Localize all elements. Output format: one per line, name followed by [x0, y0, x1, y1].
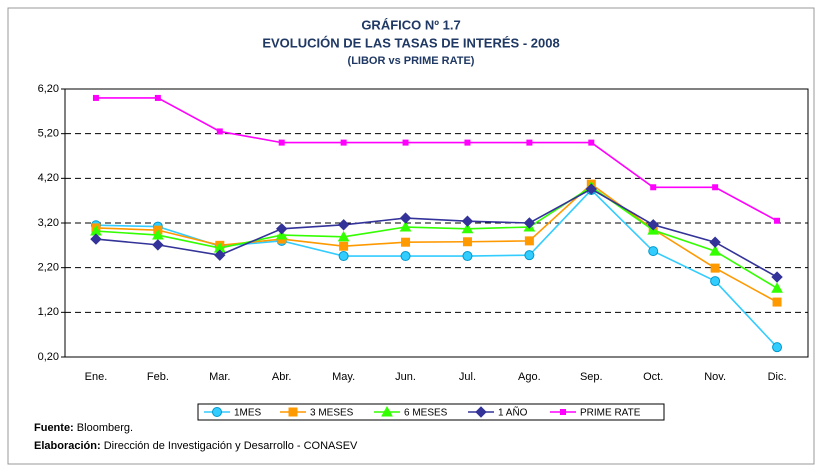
marker — [288, 407, 298, 417]
y-tick-label: 2,20 — [38, 262, 59, 274]
credit-text: Dirección de Investigación y Desarrollo … — [104, 440, 358, 452]
marker — [276, 223, 288, 235]
series-line — [95, 97, 778, 222]
marker — [461, 222, 474, 234]
marker — [524, 236, 534, 246]
source-text: Bloomberg. — [77, 422, 133, 434]
x-tick-label: Dic. — [768, 371, 787, 383]
marker — [152, 229, 164, 240]
y-tick-label: 6,20 — [38, 83, 59, 95]
series-line — [95, 188, 778, 278]
credit: Elaboración: Dirección de Investigación … — [34, 440, 358, 452]
x-tick-label: Jul. — [459, 371, 476, 383]
x-tick-label: Nov. — [704, 371, 726, 383]
y-tick-label: 4,20 — [38, 172, 59, 184]
marker — [709, 245, 721, 256]
legend-label: 1MES — [234, 408, 262, 419]
marker — [212, 407, 222, 417]
marker — [337, 219, 350, 231]
marker — [709, 236, 721, 248]
legend-label: 3 MESES — [310, 408, 354, 419]
y-tick-label: 3,20 — [38, 217, 59, 229]
marker — [771, 271, 783, 283]
marker — [399, 220, 412, 232]
chart-subtitle: EVOLUCIÓN DE LAS TASAS DE INTERÉS - 2008 — [262, 35, 559, 50]
marker — [526, 139, 533, 146]
marker — [338, 251, 349, 262]
x-tick-label: May. — [332, 371, 355, 383]
series-line — [95, 183, 778, 303]
x-tick-label: Jun. — [395, 371, 416, 383]
marker — [275, 229, 288, 240]
marker — [588, 139, 595, 146]
marker — [216, 128, 223, 135]
marker — [462, 237, 472, 247]
marker — [523, 217, 536, 229]
marker — [647, 219, 659, 231]
marker — [399, 212, 412, 224]
chart-title: GRÁFICO Nº 1.7 — [361, 17, 460, 32]
y-tick-label: 0,20 — [38, 351, 59, 363]
marker — [461, 215, 474, 227]
legend-label: PRIME RATE — [580, 408, 641, 419]
x-tick-label: Sep. — [580, 371, 603, 383]
marker — [524, 250, 535, 261]
marker — [214, 249, 226, 261]
marker — [650, 184, 657, 191]
marker — [152, 239, 164, 251]
marker — [475, 406, 487, 418]
marker — [154, 94, 161, 101]
x-tick-label: Feb. — [147, 371, 169, 383]
marker — [337, 230, 350, 242]
source: Fuente: Bloomberg. — [34, 422, 133, 434]
legend-label: 6 MESES — [404, 408, 448, 419]
marker — [771, 282, 783, 293]
marker — [710, 263, 720, 273]
marker — [401, 237, 411, 247]
marker — [772, 297, 782, 307]
marker — [90, 233, 102, 245]
marker — [340, 139, 347, 146]
marker — [462, 251, 473, 262]
x-tick-label: Ene. — [85, 371, 108, 383]
marker — [710, 276, 721, 287]
marker — [585, 183, 597, 195]
marker — [712, 184, 719, 191]
source-label: Fuente: — [34, 422, 74, 434]
marker — [772, 342, 783, 353]
legend-label: 1 AÑO — [498, 406, 528, 419]
y-tick-label: 1,20 — [38, 306, 59, 318]
marker — [648, 246, 659, 257]
marker — [278, 139, 285, 146]
chart-subtitle: (LIBOR vs PRIME RATE) — [348, 55, 475, 67]
series-line — [95, 185, 778, 289]
marker — [774, 217, 781, 224]
marker — [92, 94, 99, 101]
legend-box — [197, 403, 665, 421]
x-tick-label: Mar. — [209, 371, 230, 383]
x-tick-label: Abr. — [272, 371, 292, 383]
marker — [464, 139, 471, 146]
x-tick-label: Oct. — [643, 371, 663, 383]
marker — [400, 251, 411, 262]
marker — [339, 241, 349, 251]
marker — [402, 139, 409, 146]
marker — [560, 409, 566, 415]
y-tick-label: 5,20 — [38, 128, 59, 140]
x-tick-label: Ago. — [518, 371, 541, 383]
credit-label: Elaboración: — [34, 440, 101, 452]
marker — [381, 405, 393, 417]
